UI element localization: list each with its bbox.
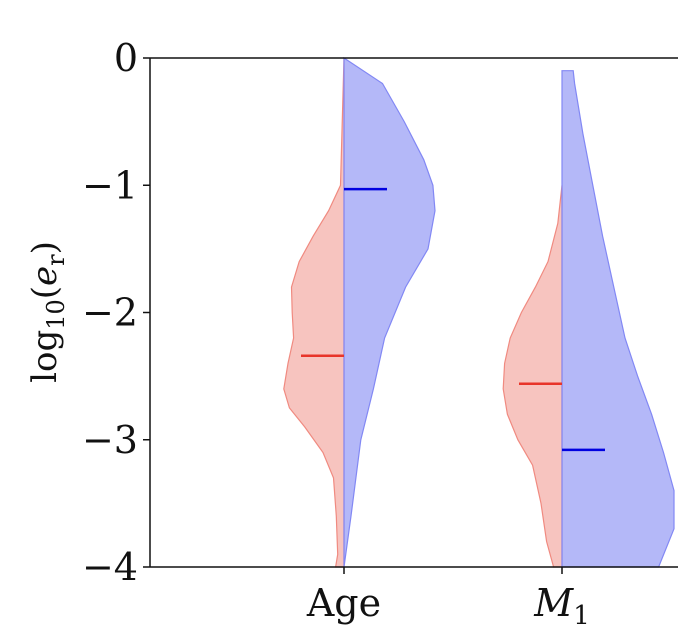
violin-right-1 [561, 70, 675, 568]
y-axis-label-sub: 10 [42, 299, 70, 330]
y-axis-label: log10(er) [25, 241, 70, 383]
violin-layer [283, 56, 675, 568]
y-tick-label: −4 [82, 545, 138, 589]
violin-left-0 [283, 57, 345, 568]
y-tick-label: −1 [82, 163, 138, 207]
y-ticks: 0 −1 −2 −3 −4 [82, 36, 150, 589]
y-tick-label: 0 [114, 36, 138, 80]
x-ticks: Age M1 [306, 567, 590, 631]
y-tick-label: −3 [82, 418, 138, 462]
x-tick-label: M1 [533, 581, 589, 631]
violin-left-1 [502, 185, 563, 568]
median-layer [301, 187, 605, 452]
x-tick-label: Age [306, 581, 381, 625]
y-tick-label: −2 [82, 291, 138, 335]
violin-right-0 [343, 56, 436, 568]
